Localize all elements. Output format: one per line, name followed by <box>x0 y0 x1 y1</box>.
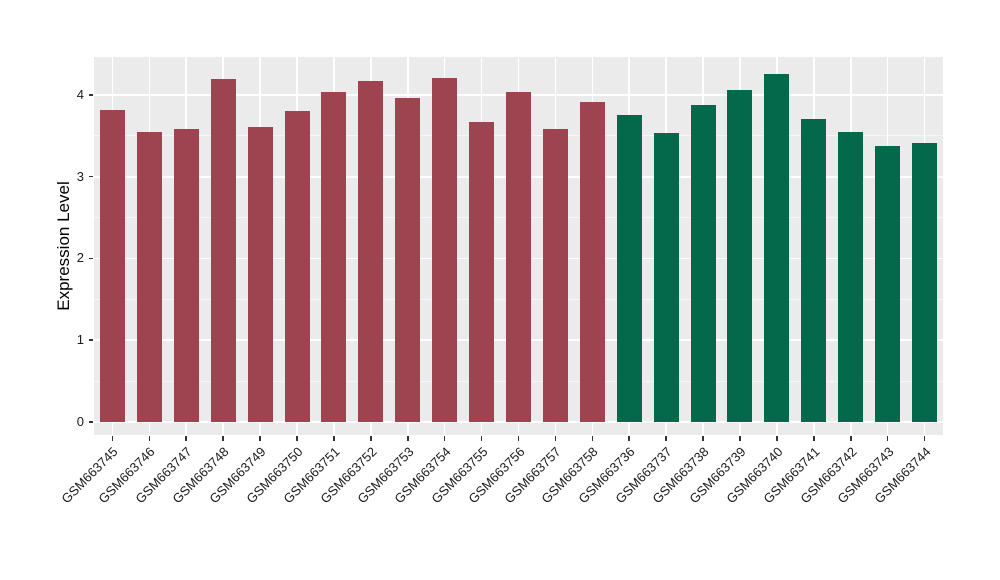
x-tick-mark <box>776 436 778 441</box>
x-tick-mark <box>813 436 815 441</box>
x-tick-mark <box>480 436 483 441</box>
bar-GSM663747 <box>173 129 199 422</box>
x-tick-mark <box>406 436 409 441</box>
x-tick-mark <box>702 436 704 441</box>
bar-GSM663749 <box>247 126 273 422</box>
y-tick-label: 4 <box>76 86 84 102</box>
y-tick-mark <box>88 339 93 341</box>
x-tick-mark <box>665 436 667 441</box>
x-tick-mark <box>554 436 557 441</box>
bar-GSM663744 <box>912 143 938 422</box>
bar-GSM663753 <box>395 98 421 422</box>
bar-GSM663736 <box>616 115 642 422</box>
bar-GSM663748 <box>210 79 236 422</box>
bar-GSM663740 <box>764 74 790 422</box>
x-tick-mark <box>148 436 151 441</box>
x-tick-mark <box>333 436 335 441</box>
bar-GSM663745 <box>99 109 125 422</box>
bar-GSM663750 <box>284 111 310 422</box>
bar-GSM663754 <box>432 77 458 422</box>
y-tick-mark <box>88 175 93 178</box>
bar-GSM663751 <box>321 92 347 422</box>
bar-GSM663757 <box>542 129 568 422</box>
bar-GSM663739 <box>727 89 753 422</box>
y-tick-mark <box>88 94 93 96</box>
x-tick-mark <box>443 436 446 441</box>
bar-GSM663752 <box>358 80 384 422</box>
y-tick-label: 2 <box>76 250 84 266</box>
x-tick-mark <box>628 436 631 441</box>
x-tick-mark <box>591 436 594 441</box>
bar-GSM663742 <box>838 132 864 422</box>
bar-GSM663758 <box>579 102 605 422</box>
x-tick-mark <box>185 436 188 441</box>
bar-GSM663755 <box>469 121 495 422</box>
x-tick-mark <box>111 436 114 441</box>
x-tick-mark <box>849 436 852 441</box>
y-tick-label: 1 <box>76 332 84 348</box>
y-axis-title: Expression Level <box>54 181 73 311</box>
x-tick-mark <box>517 436 520 441</box>
y-tick-label: 0 <box>76 414 84 429</box>
bar-GSM663737 <box>653 133 679 422</box>
y-tick-mark <box>88 257 93 260</box>
bar-GSM663741 <box>801 118 827 422</box>
y-tick-mark <box>88 421 93 423</box>
x-tick-mark <box>222 436 224 441</box>
bar-GSM663746 <box>136 131 162 422</box>
x-tick-mark <box>259 436 261 441</box>
x-tick-mark <box>923 436 926 441</box>
plot-panel <box>94 57 943 435</box>
x-tick-mark <box>296 436 298 441</box>
bar-GSM663756 <box>506 91 531 422</box>
y-tick-label: 3 <box>76 168 84 184</box>
x-tick-mark <box>370 436 372 441</box>
bar-GSM663738 <box>690 105 716 422</box>
bar-GSM663743 <box>875 145 901 422</box>
x-tick-mark <box>886 436 889 441</box>
x-tick-mark <box>739 436 741 441</box>
